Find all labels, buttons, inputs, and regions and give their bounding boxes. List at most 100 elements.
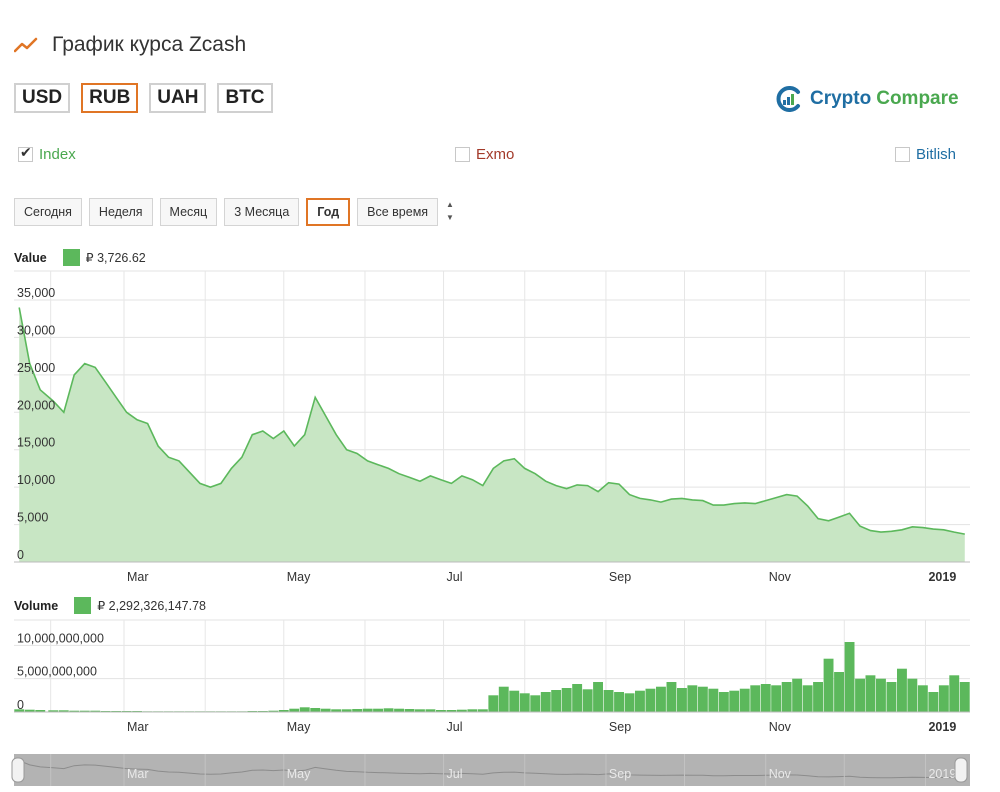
volume-bar (268, 710, 279, 712)
volume-bar (519, 693, 530, 712)
volume-x-tick-label: Sep (609, 720, 631, 734)
cryptocompare-logo[interactable]: Crypto Compare (774, 86, 959, 112)
range-button-week[interactable]: Неделя (88, 198, 153, 226)
volume-bar (781, 682, 792, 712)
volume-x-tick-label: Jul (447, 720, 463, 734)
volume-bar (14, 709, 25, 712)
volume-bar (823, 658, 834, 712)
volume-bar (718, 692, 729, 712)
spinner-up-icon[interactable]: ▲ (446, 200, 454, 209)
value-legend-label: Value (14, 250, 47, 265)
value-legend: Value ₽ 3,726.62 (14, 249, 146, 266)
volume-bar (614, 692, 624, 712)
volume-legend-label: Volume (14, 598, 59, 613)
navigator-right-handle[interactable] (954, 757, 968, 783)
volume-bar (352, 709, 363, 712)
range-button-all-time[interactable]: Все время (357, 198, 439, 226)
volume-bar (456, 709, 467, 712)
volume-bar (792, 678, 803, 712)
volume-bar (760, 684, 771, 712)
volume-x-tick-label: 2019 (928, 720, 956, 734)
volume-bar (876, 678, 886, 712)
source-index[interactable]: ✔ Index (18, 144, 76, 163)
value-legend-swatch (62, 249, 80, 266)
volume-bar (729, 690, 740, 712)
volume-bar (425, 709, 436, 712)
volume-bar (687, 685, 698, 712)
volume-bar (362, 708, 373, 712)
volume-bar (938, 685, 949, 712)
value-x-tick-label: 2019 (928, 570, 956, 584)
volume-bar (320, 708, 331, 712)
volume-legend-value: ₽ 2,292,326,147.78 (97, 599, 206, 613)
source-label-index: Index (39, 146, 76, 163)
value-x-axis: Mar May Jul Sep Nov 2019 (127, 570, 956, 584)
navigator: Mar May Jul Sep Nov 2019 (11, 754, 970, 786)
value-x-tick-label: Sep (609, 570, 631, 584)
volume-bar (750, 685, 761, 712)
volume-bar (477, 709, 488, 712)
navigator-left-handle[interactable] (11, 757, 25, 783)
exmo-checkbox[interactable] (455, 147, 470, 162)
bitlish-checkbox[interactable] (895, 147, 910, 162)
source-bitlish[interactable]: Bitlish (895, 146, 956, 163)
value-y-tick-label: 10,000 (17, 473, 55, 487)
volume-bar (582, 689, 593, 712)
navigator-x-label: Nov (769, 767, 792, 781)
logo-word-crypto: Crypto (810, 88, 872, 109)
volume-bar (299, 707, 310, 712)
currency-button-btc[interactable]: BTC (217, 83, 273, 113)
index-checkbox[interactable]: ✔ (18, 144, 33, 162)
navigator-series-line (19, 760, 965, 779)
volume-x-axis: Mar May Jul Sep Nov 2019 (127, 720, 956, 734)
volume-y-tick-label: 10,000,000,000 (17, 631, 104, 645)
value-x-tick-label: May (287, 570, 311, 584)
volume-bar (404, 709, 415, 712)
currency-button-usd[interactable]: USD (14, 83, 71, 113)
page-title: График курса Zcash (52, 33, 247, 56)
source-exmo[interactable]: Exmo (455, 146, 514, 163)
value-y-axis: 35,000 30,000 25,000 20,000 15,000 10,000 5,00… (17, 286, 55, 562)
range-button-month[interactable]: Месяц (159, 198, 218, 226)
volume-bar (278, 710, 289, 712)
volume-bar (498, 686, 509, 712)
volume-bar (415, 709, 425, 712)
value-x-tick-label: Nov (769, 570, 792, 584)
volume-bar (739, 688, 750, 712)
volume-bar (551, 690, 562, 712)
volume-bar (436, 710, 446, 712)
volume-bar (802, 685, 813, 712)
range-button-year[interactable]: Год (306, 198, 351, 226)
currency-button-rub[interactable]: RUB (81, 83, 139, 113)
volume-bar (79, 710, 90, 712)
cryptocompare-logo-icon (776, 86, 800, 112)
volume-bar (383, 708, 394, 712)
volume-x-tick-label: Nov (769, 720, 792, 734)
volume-bar (677, 688, 687, 712)
range-button-today[interactable]: Сегодня (14, 198, 82, 226)
value-area-fill (19, 307, 965, 562)
volume-bar (90, 710, 101, 712)
volume-bar (331, 709, 342, 712)
range-selector: Сегодня Неделя Месяц 3 Месяца Год Все вр… (14, 198, 439, 226)
currency-button-uah[interactable]: UAH (149, 83, 207, 113)
volume-bar (949, 675, 960, 712)
range-spinner[interactable]: ▲ ▼ (443, 198, 457, 226)
volume-legend: Volume ₽ 2,292,326,147.78 (14, 597, 206, 614)
volume-bar (593, 682, 603, 712)
source-label-exmo: Exmo (476, 146, 515, 163)
volume-bar (540, 692, 551, 712)
value-y-tick-label: 25,000 (17, 361, 55, 375)
volume-bar (24, 709, 35, 712)
volume-bar (666, 682, 677, 712)
range-button-3months[interactable]: 3 Месяца (224, 198, 300, 226)
volume-bar (561, 688, 572, 712)
volume-bar (813, 682, 823, 712)
volume-bar (446, 710, 457, 712)
spinner-down-icon[interactable]: ▼ (446, 213, 454, 222)
value-y-tick-label: 20,000 (17, 398, 55, 412)
logo-word-compare: Compare (876, 88, 959, 109)
source-label-bitlish: Bitlish (916, 146, 957, 163)
volume-bar (603, 690, 614, 712)
